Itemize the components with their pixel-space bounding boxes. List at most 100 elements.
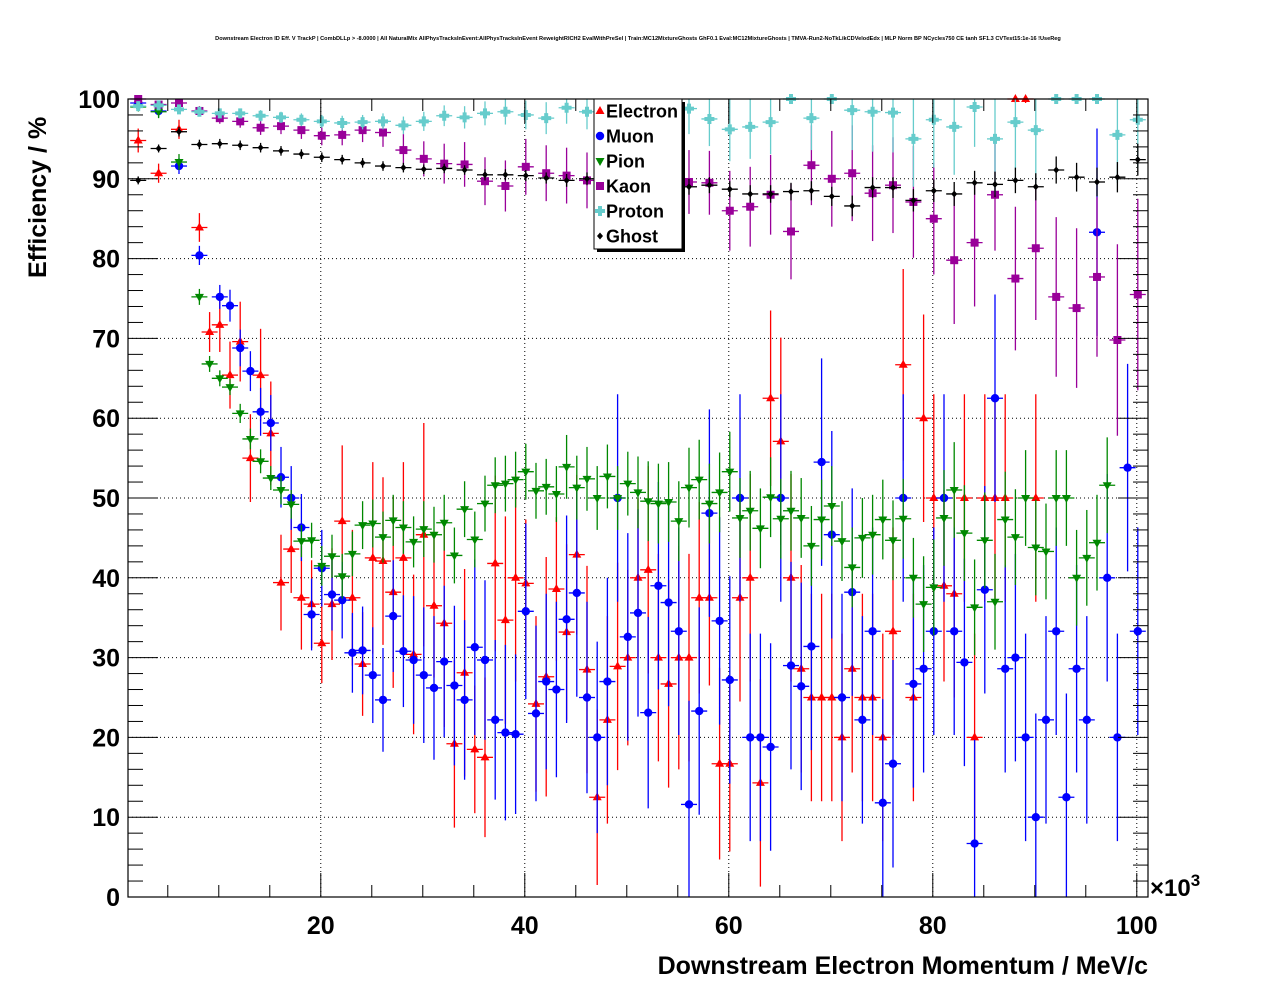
marker-diamond xyxy=(1073,173,1080,181)
data-point-pion xyxy=(834,501,850,581)
data-point-muon xyxy=(630,509,646,717)
data-point-pion xyxy=(507,451,524,508)
legend-label: Kaon xyxy=(606,177,651,197)
data-point-muon xyxy=(721,576,738,784)
data-point-ghost xyxy=(497,169,514,181)
marker-square xyxy=(848,169,857,178)
marker-diamond xyxy=(216,140,223,148)
data-point-ghost xyxy=(885,177,901,198)
marker-diamond xyxy=(135,176,142,184)
marker-cross xyxy=(867,106,878,117)
data-point-muon xyxy=(966,739,983,897)
data-point-kaon xyxy=(925,162,942,275)
marker-triangle-down xyxy=(347,550,357,559)
marker-circle xyxy=(429,683,439,693)
marker-circle xyxy=(837,693,847,702)
marker-triangle-down xyxy=(317,562,327,571)
marker-cross xyxy=(378,116,388,127)
marker-triangle-up xyxy=(1010,94,1020,102)
marker-square xyxy=(746,202,755,211)
marker-circle xyxy=(348,648,357,658)
marker-triangle-down xyxy=(205,360,215,369)
data-point-muon xyxy=(548,601,565,778)
data-point-electron xyxy=(364,462,381,654)
data-point-ghost xyxy=(171,126,187,137)
marker-triangle-down xyxy=(266,475,276,484)
marker-circle xyxy=(715,616,724,626)
data-point-pion xyxy=(446,527,463,584)
marker-triangle-down xyxy=(1031,544,1041,553)
marker-triangle-up xyxy=(245,453,255,462)
data-point-kaon xyxy=(742,166,759,247)
data-point-proton xyxy=(211,108,228,119)
y-tick-label: 70 xyxy=(92,325,120,353)
marker-triangle-up xyxy=(480,752,490,761)
data-point-ghost xyxy=(354,158,371,168)
data-point-electron xyxy=(507,474,524,682)
data-point-muon xyxy=(354,606,371,695)
data-point-pion xyxy=(1038,503,1054,600)
marker-triangle-down xyxy=(531,487,541,496)
marker-cross xyxy=(480,108,490,119)
data-point-muon xyxy=(385,560,402,672)
data-point-electron xyxy=(201,312,218,352)
marker-circle xyxy=(501,728,510,737)
data-point-ghost xyxy=(966,170,983,195)
marker-circle xyxy=(960,658,969,667)
marker-diamond xyxy=(502,171,509,179)
data-point-muon xyxy=(1038,616,1054,824)
data-point-pion xyxy=(283,490,300,519)
data-point-ghost xyxy=(477,169,493,181)
x-axis: 20 40 60 80 100 xyxy=(167,99,1158,940)
data-point-ghost xyxy=(905,189,922,212)
data-point-proton xyxy=(375,113,391,130)
marker-square xyxy=(929,214,938,223)
marker-square xyxy=(236,117,245,126)
marker-square xyxy=(317,131,326,140)
marker-circle xyxy=(215,292,224,302)
data-point-muon xyxy=(262,395,279,451)
marker-triangle-up xyxy=(595,106,605,114)
marker-square xyxy=(787,227,795,236)
marker-triangle-down xyxy=(776,515,786,524)
marker-circle xyxy=(878,798,887,808)
data-point-pion xyxy=(1007,489,1024,585)
marker-circle xyxy=(603,677,612,686)
marker-triangle-up xyxy=(888,626,898,635)
data-point-pion xyxy=(609,466,626,530)
data-point-proton xyxy=(885,99,901,153)
marker-triangle-down xyxy=(755,525,765,534)
legend-box xyxy=(593,98,683,250)
marker-triangle-down xyxy=(1061,495,1071,503)
data-point-pion xyxy=(517,443,534,500)
marker-triangle-down xyxy=(806,542,816,551)
marker-triangle-down xyxy=(337,573,347,582)
marker-cross xyxy=(541,113,552,124)
data-point-muon xyxy=(640,616,657,809)
data-point-muon xyxy=(364,627,381,724)
data-point-kaon xyxy=(1109,244,1126,436)
data-point-pion xyxy=(1017,450,1034,546)
data-point-muon xyxy=(1027,713,1044,897)
marker-circle xyxy=(990,394,1000,403)
marker-triangle-up xyxy=(347,592,357,601)
data-point-muon xyxy=(1048,527,1065,736)
data-point-electron xyxy=(222,341,238,409)
data-point-pion xyxy=(874,479,891,560)
marker-triangle-up xyxy=(276,577,286,586)
marker-square xyxy=(175,98,183,107)
data-point-pion xyxy=(630,456,646,529)
data-point-ghost xyxy=(823,186,840,206)
data-point-muon xyxy=(874,699,891,897)
marker-circle xyxy=(1021,733,1030,742)
data-point-pion xyxy=(803,505,820,586)
marker-cross xyxy=(214,108,225,119)
data-point-kaon xyxy=(517,138,534,195)
marker-circle xyxy=(766,742,775,752)
marker-triangle-up xyxy=(898,359,908,368)
marker-circle xyxy=(1072,664,1081,673)
marker-cross xyxy=(398,120,409,131)
x-tick-label: 100 xyxy=(1116,912,1158,940)
data-point-kaon xyxy=(966,178,983,307)
data-point-ghost xyxy=(334,154,351,165)
